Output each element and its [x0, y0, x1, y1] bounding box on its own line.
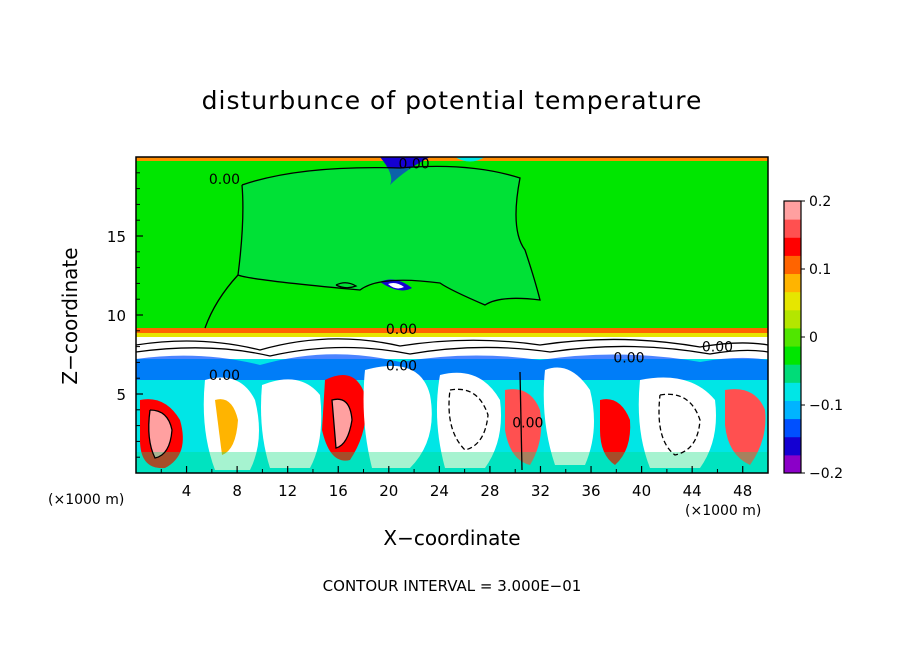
- contour-interval-label: CONTOUR INTERVAL = 3.000E−01: [322, 577, 582, 595]
- contour-label-layer: 0.00 0.00 0.00 0.00 0.00 0.00 0.00 0.00: [209, 156, 733, 431]
- colorbar-tick-label: −0.1: [809, 398, 843, 414]
- colorbar-swatch: [784, 454, 801, 474]
- x-axis-label: X−coordinate: [383, 526, 521, 550]
- x-tick-label: 8: [232, 482, 242, 500]
- x-tick-label: 24: [430, 482, 449, 500]
- contour-label: 0.00: [702, 340, 733, 356]
- colorbar-tick-label: 0.1: [809, 262, 831, 278]
- colorbar-swatch: [784, 291, 801, 311]
- colorbar-swatch: [784, 255, 801, 275]
- colorbar-swatch: [784, 273, 801, 293]
- x-tick-label: 32: [531, 482, 550, 500]
- contour-label: 0.00: [386, 359, 417, 375]
- contour-lines: [136, 165, 768, 471]
- colorbar-swatch: [784, 309, 801, 329]
- colorbar-tick-label: 0: [809, 330, 818, 346]
- x-tick-label: 28: [480, 482, 499, 500]
- contour-label: 0.00: [386, 322, 417, 338]
- contour-label: 0.00: [398, 156, 429, 172]
- y-tick-label: 5: [116, 386, 126, 404]
- contour-label: 0.00: [613, 351, 644, 367]
- colorbar-swatch: [784, 400, 801, 420]
- x-unit-label-right: (×1000 m): [685, 503, 762, 519]
- colorbar-swatch: [784, 219, 801, 238]
- x-tick-label: 4: [182, 482, 192, 500]
- colorbar-swatch: [784, 364, 801, 383]
- chart-title: disturbunce of potential temperature: [201, 86, 703, 115]
- y-tick-label: 10: [107, 307, 126, 325]
- colorbar-tick-label: 0.2: [809, 194, 831, 210]
- contour-label: 0.00: [209, 368, 240, 384]
- colorbar-tick-label: −0.2: [809, 466, 843, 482]
- colorbar-swatch: [784, 418, 801, 438]
- colorbar-swatch: [784, 201, 801, 220]
- x-axis: 4 8 12 16 20 24 28 32 36 40 44 48: [160, 466, 752, 500]
- heatmap-field: [136, 157, 768, 473]
- x-tick-label: 20: [379, 482, 398, 500]
- colorbar-swatch: [784, 436, 801, 456]
- x-tick-label: 12: [278, 482, 297, 500]
- x-tick-label: 48: [733, 482, 752, 500]
- colorbar-swatch: [784, 327, 801, 347]
- y-axis: 5 10 15: [107, 172, 143, 458]
- contour-label: 0.00: [512, 415, 543, 431]
- y-tick-label: 15: [107, 228, 126, 246]
- x-tick-label: 16: [329, 482, 348, 500]
- colorbar-swatch: [784, 382, 801, 401]
- colorbar: 0.2 0.1 0 −0.1 −0.2: [783, 194, 843, 482]
- colorbar-swatch: [784, 237, 801, 256]
- x-tick-label: 40: [632, 482, 651, 500]
- contour-label: 0.00: [209, 172, 240, 188]
- x-tick-label: 44: [683, 482, 702, 500]
- x-unit-label-left: (×1000 m): [48, 492, 125, 508]
- x-tick-label: 36: [581, 482, 600, 500]
- colorbar-swatch: [784, 346, 801, 365]
